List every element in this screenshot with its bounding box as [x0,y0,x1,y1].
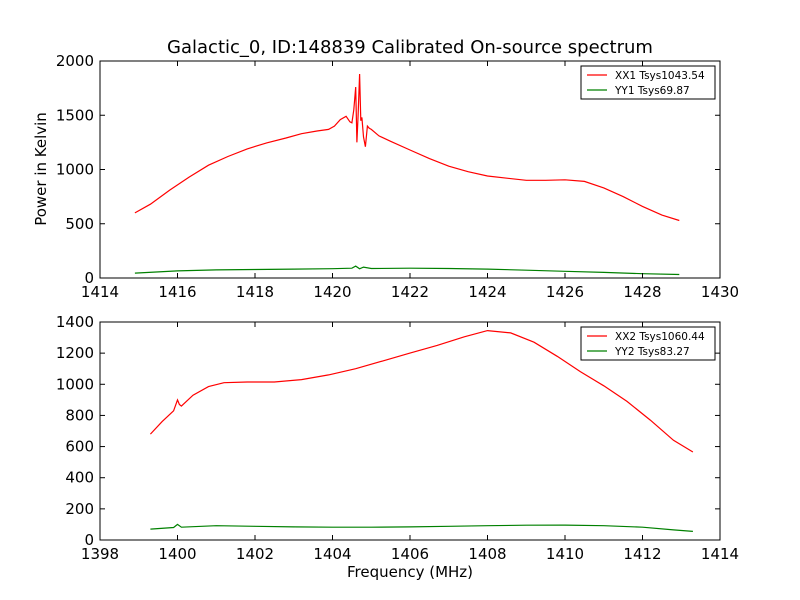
bottom-x-tick-label: 1400 [158,545,196,563]
bottom-legend-label-2: YY2 Tsys83.27 [614,346,690,358]
top-series-line-2 [134,265,680,276]
top-y-tick-label: 2000 [56,52,94,70]
bottom-y-tick-label: 400 [65,469,94,487]
bottom-x-tick-label: 1410 [546,545,584,563]
top-x-tick-label: 1424 [468,283,506,301]
bottom-series-line-1 [149,329,694,453]
top-legend: XX1 Tsys1043.54 YY1 Tsys69.87 [580,65,716,100]
top-x-tick-label: 1416 [158,283,196,301]
bottom-plot-panel: 1398 1400 1402 1404 1406 1408 1410 1412 1414 0 200… [56,313,739,563]
top-x-tick-label: 1426 [546,283,584,301]
bottom-x-tick-label: 1412 [623,545,661,563]
bottom-x-tick-label: 1398 [81,545,119,563]
top-y-tick-label: 1000 [56,161,94,179]
top-x-tick-label: 1418 [236,283,274,301]
top-x-tick-label: 1428 [623,283,661,301]
bottom-y-tick-label: 0 [84,531,94,549]
top-legend-label-1: XX1 Tsys1043.54 [615,70,705,82]
bottom-x-tick-label: 1406 [391,545,429,563]
bottom-x-tick-label: 1408 [468,545,506,563]
bottom-y-tick-label: 200 [65,500,94,518]
top-series-line-1 [134,73,680,222]
bottom-x-axis-label: Frequency (MHz) [347,563,473,581]
top-y-axis-label: Power in Kelvin [32,112,50,226]
top-legend-label-2: YY1 Tsys69.87 [614,85,690,97]
bottom-y-tick-label: 600 [65,438,94,456]
top-x-tick-label: 1422 [391,283,429,301]
bottom-y-tick-label: 1200 [56,344,94,362]
top-x-tick-label: 1414 [81,283,119,301]
bottom-legend: XX2 Tsys1060.44 YY2 Tsys83.27 [580,326,716,361]
top-y-tick-label: 0 [84,269,94,287]
bottom-series-line-2 [150,523,693,532]
bottom-y-tick-label: 1400 [56,313,94,331]
top-y-tick-label: 1500 [56,106,94,124]
bottom-x-tick-label: 1414 [701,545,739,563]
top-legend-box [580,65,716,100]
bottom-y-tick-label: 800 [65,406,94,424]
bottom-y-tick-label: 1000 [56,375,94,393]
bottom-x-tick-label: 1402 [236,545,274,563]
top-y-tick-label: 500 [65,215,94,233]
bottom-x-tick-label: 1404 [313,545,351,563]
top-plot-panel: 1414 1416 1418 1420 1422 1424 1426 1428 1430 0 500… [56,52,739,301]
top-x-tick-label: 1430 [701,283,739,301]
bottom-legend-label-1: XX2 Tsys1060.44 [615,331,705,343]
bottom-legend-box [580,326,716,361]
figure-title: Galactic_0, ID:148839 Calibrated On-sour… [167,37,653,58]
top-x-tick-label: 1420 [313,283,351,301]
